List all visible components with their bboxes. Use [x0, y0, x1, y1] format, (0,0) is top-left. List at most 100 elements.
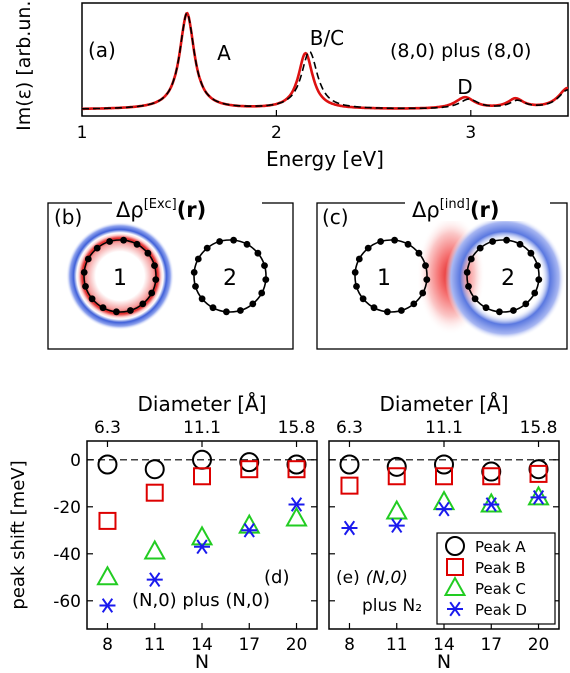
atom-dot [467, 255, 475, 263]
panel-d-marker-circle [286, 454, 307, 475]
peak-label-d: D [457, 75, 472, 99]
panel-e-marker-triangle [432, 490, 456, 511]
panel-e-axes: 8 11 14 17 20 6.3 11.1 15.8 [329, 418, 559, 655]
panel-e-marker-star [483, 497, 500, 512]
atom-dot [216, 238, 224, 245]
panel-e-top-tick-label: 6.3 [336, 418, 363, 438]
panel-e-marker-square [482, 467, 501, 486]
atom-dot [419, 289, 427, 297]
panel-e-xtick-label: 11 [386, 635, 408, 655]
atom-dot [262, 276, 270, 283]
atom-dot [535, 276, 543, 283]
tube-1-b [83, 239, 157, 313]
panel-e-label: (e) (N,0) [336, 568, 408, 588]
legend-label: Peak A [475, 538, 526, 556]
atom-dot [534, 262, 541, 269]
atom-dot [364, 244, 372, 252]
panel-d-marker-star [288, 497, 305, 512]
panel-e-top-tick-label: 15.8 [520, 418, 558, 438]
panel-e: 8 11 14 17 20 6.3 11.1 15.8 Diameter [Å] N (e)(… [328, 392, 560, 673]
atom-dot [353, 283, 360, 290]
panel-c-title-bg [405, 193, 550, 221]
panel-a-label: (a) [88, 38, 116, 62]
atom-dot [237, 307, 244, 314]
atom-dot [243, 240, 251, 248]
panel-a-xtick-label: 2 [271, 123, 282, 143]
panel-e-marker-circle [339, 454, 360, 475]
panel-e-marker-circle [386, 456, 407, 477]
tube-2-b-label: 2 [223, 266, 237, 291]
panel-e-top-tick-label: 11.1 [425, 418, 463, 438]
atom-dot [93, 244, 101, 252]
panel-d-label: (d) [264, 567, 289, 588]
tube-2-c-atoms [463, 236, 543, 316]
panel-c-title: Δρ[ind](r) [412, 197, 500, 222]
panel-d-marker-square [145, 483, 164, 502]
tube-1-c-atoms [351, 236, 431, 316]
panel-e-annotation: plus N₂ [362, 596, 422, 616]
panel-d-marker-star [241, 522, 258, 538]
atom-dot [209, 304, 217, 312]
panel-d-marker-triangle [143, 539, 166, 560]
panel-d-annotation: (N,0) plus (N,0) [132, 590, 270, 611]
panel-d-marker-square [193, 467, 211, 486]
atom-dot [531, 289, 539, 297]
panel-a-curves [82, 11, 569, 111]
panel-d-marker-triangle [96, 565, 119, 586]
tube-2-b-atoms [190, 236, 270, 316]
panel-d-marker-triangle [190, 525, 214, 546]
panel-a-annotation: (8,0) plus (8,0) [390, 40, 531, 62]
atom-dot [510, 307, 517, 314]
atom-dot [377, 238, 384, 245]
panel-d-ytick-label: 0 [70, 451, 81, 471]
tube-1-b-label: 1 [113, 266, 127, 291]
spectrum-dashed-line [82, 12, 569, 110]
panel-a-frame [81, 2, 569, 117]
legend-label: Peak B [475, 559, 526, 577]
atom-dot [476, 244, 484, 252]
panel-e-marker-square [435, 467, 453, 486]
atom-dot [194, 255, 202, 263]
atom-dot [148, 289, 156, 297]
panel-e-marker-circle [481, 461, 502, 482]
panel-b-title-bg [112, 193, 262, 221]
atom-dot [391, 236, 398, 244]
panel-d-marker-star [99, 598, 116, 613]
panel-e-marker-circle [434, 454, 454, 475]
panel-d-xtick-label: 20 [286, 635, 308, 655]
panel-b-label: (b) [54, 205, 82, 229]
atom-dot [203, 244, 211, 252]
atom-dot [351, 269, 359, 276]
atom-dot [151, 262, 158, 269]
panel-d-top-xlabel: Diameter [Å] [137, 392, 266, 416]
panel-e-marker-star [388, 518, 405, 533]
legend-marker-triangle [443, 575, 467, 596]
panel-e-xtick-label: 20 [528, 635, 550, 655]
panel-d-marker-triangle [285, 506, 308, 527]
panel-d-markers [96, 449, 308, 613]
atom-dot [133, 240, 141, 248]
atom-dot [120, 236, 127, 244]
panel-d-marker-star [146, 572, 163, 588]
atom-dot [261, 262, 268, 269]
panel-d-marker-square [240, 460, 259, 479]
atom-dot [84, 255, 92, 263]
atom-dot [359, 295, 367, 303]
atom-dot [126, 307, 134, 314]
panel-e-xlabel: N [437, 651, 451, 673]
tube-2-b [193, 239, 267, 313]
atom-dot [489, 238, 496, 245]
panel-e-marker-star [341, 520, 358, 536]
atom-dot [198, 295, 206, 303]
panel-a-ylabel: Im(ε) [arb.un.] [13, 0, 35, 131]
panel-a-xtick-label: 1 [77, 123, 88, 143]
atom-dot [230, 236, 238, 244]
atom-dot [223, 308, 230, 316]
panel-e-marker-square [387, 467, 406, 486]
atom-dot [258, 289, 266, 297]
density-b-ring [66, 222, 174, 330]
atom-dot [88, 295, 96, 303]
panel-d-marker-circle [144, 459, 165, 480]
legend-label: Peak C [475, 580, 526, 598]
atom-dot [516, 240, 524, 248]
